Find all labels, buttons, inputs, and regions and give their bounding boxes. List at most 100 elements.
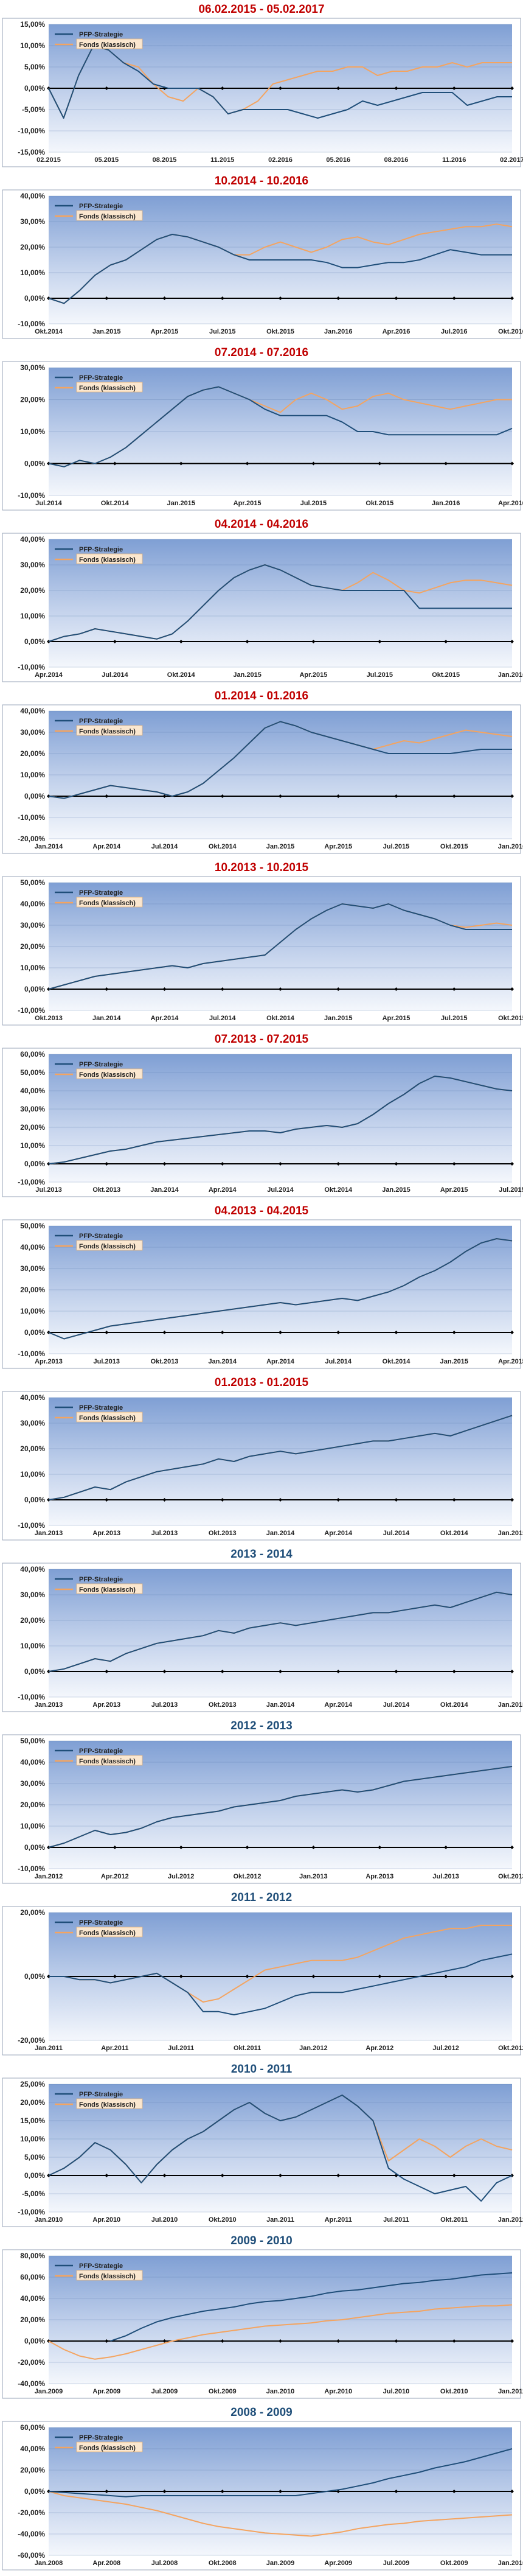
x-tick-label: Jul.2013 (35, 1186, 61, 1194)
zero-line-marker (162, 794, 167, 798)
zero-line-marker (162, 1162, 167, 1166)
x-tick-label: Jul.2014 (267, 1186, 294, 1194)
zero-line-marker (105, 794, 109, 798)
series-line (48, 1415, 513, 1500)
zero-line-marker (510, 1498, 514, 1502)
series-line (48, 903, 512, 990)
legend-label: Fonds (klassisch) (79, 1243, 136, 1250)
legend-label: Fonds (klassisch) (79, 41, 136, 49)
x-tick-label: Apr.2013 (92, 1701, 120, 1709)
x-tick-label: Jul.2014 (209, 1015, 236, 1022)
x-tick-label: Apr.2012 (365, 2045, 393, 2052)
y-tick-label: -60,00% (18, 2551, 45, 2560)
series-line (48, 1591, 513, 1672)
chart-svg: 07.2014 - 07.2016 30,00% 20,00% 10,00% 0,00%… (2, 346, 523, 511)
x-tick-label: Jan.2010 (498, 2560, 523, 2567)
zero-line-marker (179, 640, 183, 643)
y-tick-label: 40,00% (20, 1565, 45, 1573)
y-tick-label: 20,00% (20, 1908, 45, 1917)
legend-label: Fonds (klassisch) (79, 1586, 136, 1594)
x-tick-label: Jul.2010 (383, 2388, 409, 2395)
legend-label: PFP-Strategie (79, 1404, 123, 1412)
x-tick-label: Jul.2013 (151, 1701, 178, 1709)
zero-line-marker (105, 1670, 109, 1673)
zero-line-marker (105, 1498, 109, 1502)
y-tick-label: 40,00% (20, 900, 45, 908)
zero-line-marker (245, 1975, 249, 1978)
zero-line-marker (394, 794, 398, 798)
y-tick-label: -10,00% (18, 1349, 45, 1358)
legend-label: Fonds (klassisch) (79, 900, 136, 907)
legend-label: Fonds (klassisch) (79, 728, 136, 735)
x-tick-label: Jan.2010 (266, 2388, 294, 2395)
zero-line-marker (220, 2490, 224, 2493)
y-tick-label: 0,00% (24, 2171, 45, 2180)
zero-line-marker (279, 1162, 282, 1166)
legend-label: Fonds (klassisch) (79, 556, 136, 564)
legend-label: PFP-Strategie (79, 1061, 123, 1068)
x-tick-label: Jan.2014 (266, 1530, 295, 1537)
y-tick-label: -10,00% (18, 1006, 45, 1015)
x-tick-label: 08.2015 (153, 156, 177, 164)
x-tick-label: Jul.2010 (151, 2216, 178, 2224)
zero-line-marker (510, 794, 514, 798)
x-tick-label: Jul.2014 (383, 1530, 410, 1537)
x-tick-label: Apr.2013 (92, 1530, 120, 1537)
x-tick-label: Okt.2013 (209, 1530, 237, 1537)
chart-svg: 2013 - 2014 40,00% 30,00% 20,00% 10,00% 0,00%… (2, 1548, 523, 1712)
x-tick-label: Jan.2014 (209, 1358, 237, 1365)
x-tick-label: Apr.2009 (92, 2388, 120, 2395)
zero-line-marker (452, 987, 456, 991)
x-tick-label: Apr.2014 (151, 1015, 179, 1022)
chart-title: 04.2014 - 04.2016 (215, 518, 308, 531)
y-tick-label: 20,00% (20, 2466, 45, 2474)
legend-label: PFP-Strategie (79, 889, 123, 897)
x-tick-label: Jan.2011 (498, 2388, 523, 2395)
chart-title: 2008 - 2009 (230, 2406, 292, 2419)
series-line (48, 2304, 513, 2360)
chart-title: 2011 - 2012 (231, 1891, 292, 1904)
y-tick-label: 0,00% (24, 1843, 45, 1852)
x-tick-label: Okt.2014 (324, 1186, 353, 1194)
y-tick-label: 10,00% (20, 1470, 45, 1479)
zero-line-marker (452, 296, 456, 300)
chart-panel: 2013 - 2014 40,00% 30,00% 20,00% 10,00% 0,00%… (0, 1545, 523, 1717)
chart-panel: 10.2014 - 10.2016 40,00% 30,00% 20,00% 10,00… (0, 172, 523, 343)
y-tick-label: -10,00% (18, 320, 45, 328)
zero-line-marker (394, 2339, 398, 2343)
x-tick-label: Jul.2015 (300, 500, 327, 507)
zero-line-marker (220, 296, 224, 300)
x-tick-label: Apr.2011 (101, 2045, 128, 2052)
y-tick-label: 40,00% (20, 707, 45, 715)
legend-highlight (76, 38, 143, 49)
y-tick-label: 30,00% (20, 1591, 45, 1599)
zero-line-marker (311, 1975, 316, 1978)
y-tick-label: 10,00% (20, 1141, 45, 1150)
zero-line-marker (220, 2174, 224, 2177)
zero-line-marker (279, 794, 282, 798)
zero-line-marker (220, 1670, 224, 1673)
legend-label: Fonds (klassisch) (79, 1415, 136, 1422)
chart-svg: 06.02.2015 - 05.02.2017 15,00% 10,00% 5,00%… (2, 3, 523, 167)
legend-highlight (76, 725, 143, 736)
zero-line-marker (510, 1162, 514, 1166)
zero-line-marker (220, 1331, 224, 1334)
zero-line-marker (510, 296, 514, 300)
series-line (48, 234, 512, 304)
legend-label: PFP-Strategie (79, 2263, 123, 2270)
zero-line-marker (378, 461, 382, 466)
zero-line-marker (510, 2490, 514, 2493)
x-tick-label: 02.2016 (268, 156, 293, 164)
legend-label: PFP-Strategie (79, 1576, 123, 1583)
y-tick-label: 40,00% (20, 2445, 45, 2453)
y-tick-label: -20,00% (18, 2036, 45, 2045)
x-tick-label: Apr.2015 (383, 1015, 410, 1022)
x-tick-label: Okt.2012 (234, 1873, 262, 1880)
legend-highlight (76, 2098, 143, 2109)
x-tick-label: Jan.2013 (35, 1530, 63, 1537)
series-line (110, 2272, 513, 2342)
x-tick-label: Apr.2009 (324, 2560, 352, 2567)
legend-highlight (76, 2441, 143, 2452)
x-tick-label: Apr.2014 (324, 1701, 353, 1709)
y-tick-label: 0,00% (24, 294, 45, 303)
